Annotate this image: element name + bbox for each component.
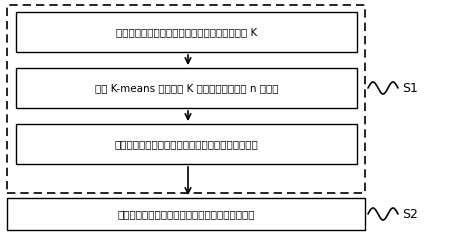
Bar	[16, 12, 357, 52]
Bar	[16, 124, 357, 164]
Text: 计算所输入的未知协议数据帧的种类数的近似值 K: 计算所输入的未知协议数据帧的种类数的近似值 K	[116, 27, 257, 37]
Bar	[7, 5, 365, 193]
Text: S2: S2	[402, 207, 418, 220]
Text: 将分割好的单协议数据帧按地址分为点对点数据帧: 将分割好的单协议数据帧按地址分为点对点数据帧	[117, 209, 255, 219]
Text: S1: S1	[402, 81, 418, 94]
Bar	[16, 68, 357, 108]
Text: 使用 K-means 算法指定 K 值进行聚类，得到 n 个类簇: 使用 K-means 算法指定 K 值进行聚类，得到 n 个类簇	[95, 83, 278, 93]
Bar	[7, 198, 365, 230]
Text: 使用基于熵的类簇评估算法确定可信的单协议数据帧: 使用基于熵的类簇评估算法确定可信的单协议数据帧	[114, 139, 258, 149]
